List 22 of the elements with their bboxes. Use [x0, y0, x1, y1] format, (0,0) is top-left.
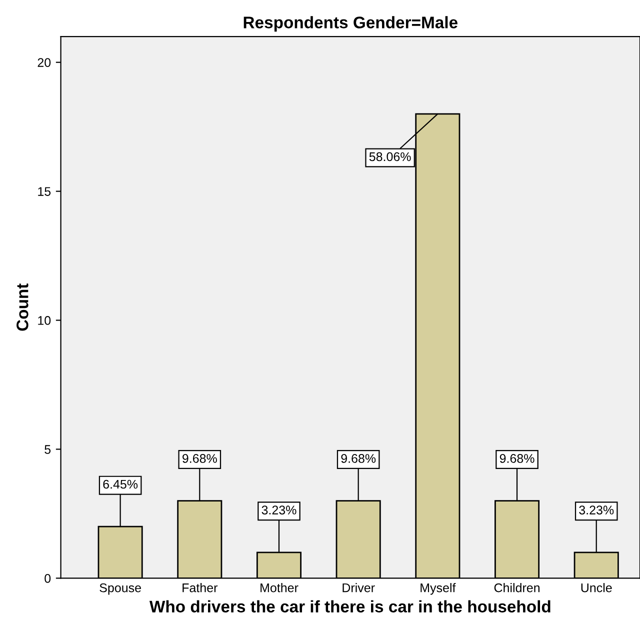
y-tick-label: 0	[44, 574, 51, 583]
annotation: 3.23%	[579, 506, 614, 514]
annotation: 3.23%	[262, 506, 296, 514]
annotation: 9.68%	[182, 454, 217, 463]
y-axis-title: Count	[16, 284, 28, 331]
annotation: 6.45%	[103, 480, 138, 489]
y-tick-label: 20	[38, 58, 51, 67]
x-axis-title: Who drivers the car if there is car in the household	[149, 600, 550, 612]
x-tick-label: Spouse	[100, 583, 141, 595]
y-tick-label: 5	[44, 445, 51, 454]
y-tick-label: 15	[38, 187, 51, 196]
annotation: 58.06%	[369, 152, 411, 162]
x-tick-label: Driver	[342, 583, 375, 592]
annotation: 9.68%	[500, 454, 534, 463]
x-tick-label: Uncle	[581, 583, 612, 592]
x-tick-label: Myself	[420, 583, 456, 595]
y-tick-label: 10	[38, 316, 51, 325]
x-tick-label: Father	[182, 583, 218, 592]
x-tick-label: Mother	[260, 583, 298, 592]
chart-title: Respondents Gender=Male	[244, 16, 458, 32]
x-tick-label: Children	[494, 583, 540, 592]
annotation: 9.68%	[341, 454, 376, 463]
